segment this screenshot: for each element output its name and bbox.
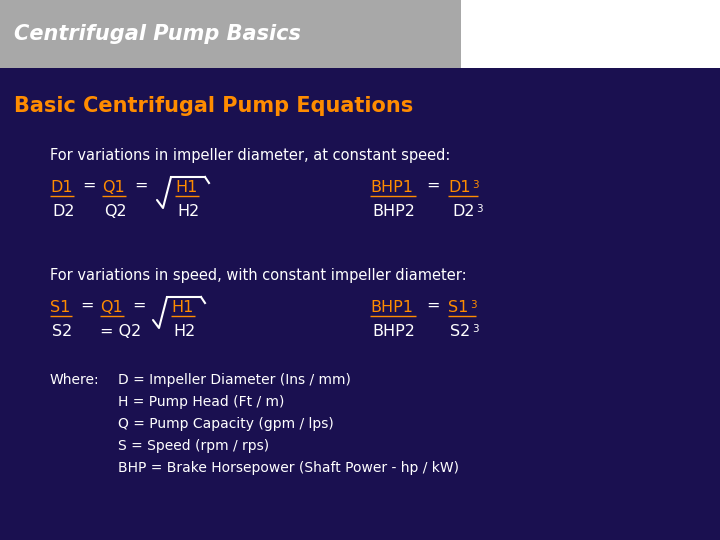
Text: Where:: Where: [50, 373, 99, 387]
Text: Centrifugal Pump Basics: Centrifugal Pump Basics [14, 24, 301, 44]
Text: BHP1: BHP1 [370, 300, 413, 315]
Text: H2: H2 [177, 204, 199, 219]
Text: D = Impeller Diameter (Ins / mm): D = Impeller Diameter (Ins / mm) [118, 373, 351, 387]
Text: H = Pump Head (Ft / m): H = Pump Head (Ft / m) [118, 395, 284, 409]
Text: =: = [82, 178, 96, 193]
Text: =: = [426, 178, 439, 193]
Text: BHP2: BHP2 [372, 324, 415, 339]
Text: H1: H1 [171, 300, 194, 315]
Text: Q2: Q2 [104, 204, 127, 219]
Text: Q1: Q1 [100, 300, 122, 315]
Text: H2: H2 [173, 324, 195, 339]
Text: D2: D2 [452, 204, 474, 219]
Text: D1: D1 [448, 180, 471, 195]
Text: S = Speed (rpm / rps): S = Speed (rpm / rps) [118, 439, 269, 453]
Text: Q1: Q1 [102, 180, 125, 195]
Text: 3: 3 [476, 204, 482, 214]
Text: 3: 3 [470, 300, 477, 310]
Bar [0, 0, 461, 68]
Text: For variations in speed, with constant impeller diameter:: For variations in speed, with constant i… [50, 268, 467, 283]
Text: S1: S1 [448, 300, 469, 315]
Bar [461, 0, 720, 68]
Text: D1: D1 [50, 180, 73, 195]
Text: BHP = Brake Horsepower (Shaft Power - hp / kW): BHP = Brake Horsepower (Shaft Power - hp… [118, 461, 459, 475]
Text: =: = [134, 178, 148, 193]
Text: H1: H1 [175, 180, 197, 195]
Text: S2: S2 [52, 324, 72, 339]
Text: Q = Pump Capacity (gpm / lps): Q = Pump Capacity (gpm / lps) [118, 417, 334, 431]
Text: = Q2: = Q2 [100, 324, 141, 339]
Text: =: = [80, 298, 94, 313]
Text: 3: 3 [472, 180, 479, 190]
Text: D2: D2 [52, 204, 74, 219]
Text: =: = [132, 298, 145, 313]
Text: S1: S1 [50, 300, 71, 315]
Text: 3: 3 [472, 324, 479, 334]
Text: BHP2: BHP2 [372, 204, 415, 219]
Text: Basic Centrifugal Pump Equations: Basic Centrifugal Pump Equations [14, 96, 413, 116]
Text: S2: S2 [450, 324, 470, 339]
Text: BHP1: BHP1 [370, 180, 413, 195]
Text: =: = [426, 298, 439, 313]
Text: For variations in impeller diameter, at constant speed:: For variations in impeller diameter, at … [50, 148, 451, 163]
